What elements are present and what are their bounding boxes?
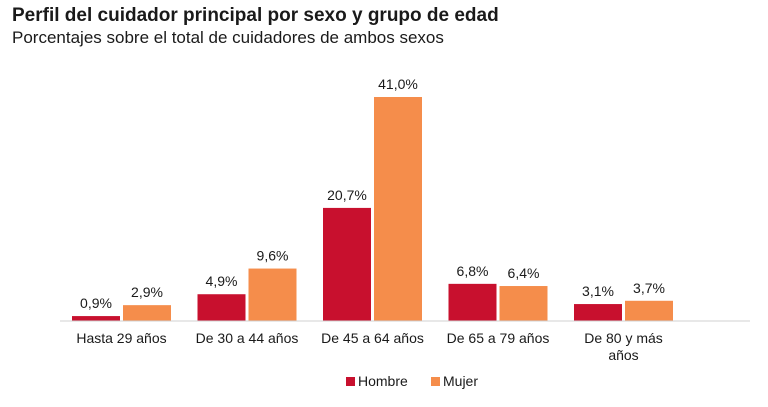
chart-title: Perfil del cuidador principal por sexo y… [12,5,499,26]
legend-swatch-hombre [346,377,355,386]
legend-label-hombre: Hombre [358,373,408,389]
legend-label-mujer: Mujer [443,373,478,389]
bar-hombre-1 [72,316,120,321]
bar-mujer-3 [374,97,422,321]
legend: Hombre Mujer [346,373,478,389]
bar-hombre-3 [323,207,371,321]
category-label-5-line-2: años [608,347,638,363]
data-label-mujer-5: 3,7% [633,280,665,296]
legend-swatch-mujer [431,377,440,386]
bar-hombre-4 [448,283,497,321]
data-label-mujer-1: 2,9% [131,284,163,300]
bar-mujer-5 [625,300,673,321]
data-label-hombre-5: 3,1% [582,283,614,299]
bar-hombre-5 [574,304,622,321]
category-label-5-line-1: De 80 y más [584,330,663,346]
chart-subtitle: Porcentajes sobre el total de cuidadores… [12,28,444,47]
category-label-3: De 45 a 64 años [321,330,424,346]
bar-hombre-2 [197,294,246,321]
category-label-4: De 65 a 79 años [447,330,550,346]
data-label-hombre-1: 0,9% [80,295,112,311]
bar-mujer-4 [499,286,548,321]
bar-mujer-1 [123,305,171,321]
category-label-1: Hasta 29 años [76,330,166,346]
category-label-2: De 30 a 44 años [196,330,299,346]
data-label-mujer-4: 6,4% [508,265,540,281]
data-label-mujer-3: 41,0% [378,76,418,92]
data-label-hombre-4: 6,8% [457,263,489,279]
data-label-hombre-3: 20,7% [327,187,367,203]
data-label-mujer-2: 9,6% [257,248,289,264]
data-label-hombre-2: 4,9% [206,273,238,289]
bar-mujer-2 [248,268,297,321]
